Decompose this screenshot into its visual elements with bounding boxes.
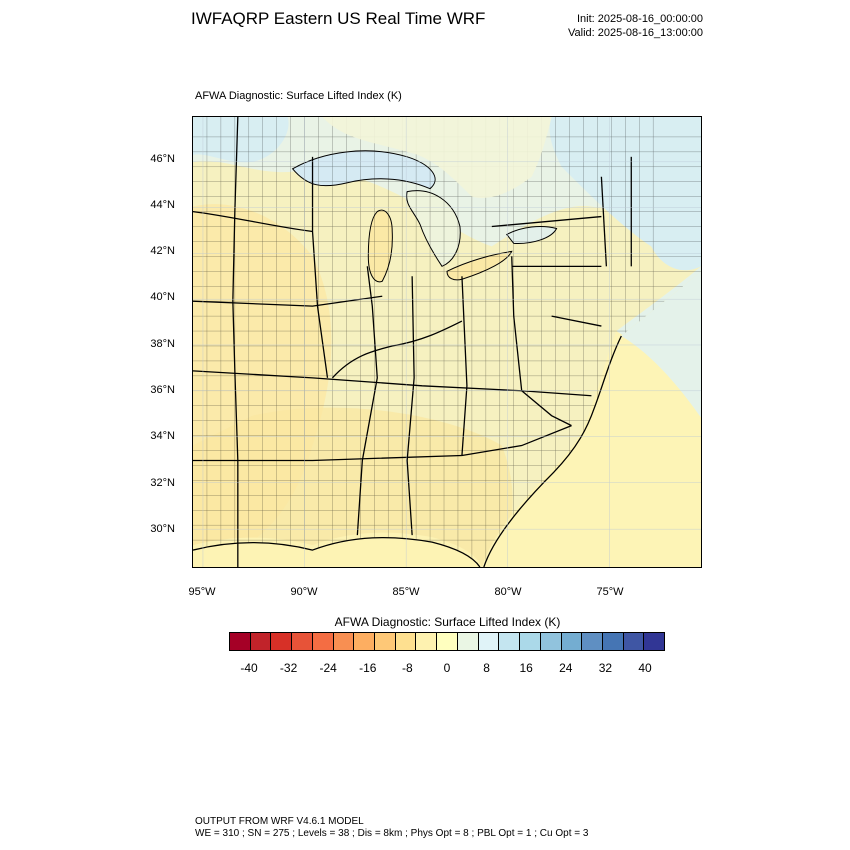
colorbar-swatch — [354, 633, 376, 650]
colorbar-tick-label: 0 — [443, 661, 451, 675]
lon-label-90w: 90°W — [290, 586, 318, 598]
colorbar-swatch — [416, 633, 438, 650]
colorbar-title: AFWA Diagnostic: Surface Lifted Index (K… — [334, 615, 561, 629]
colorbar-swatch — [375, 633, 396, 650]
colorbar-tick-label: 32 — [598, 661, 613, 675]
lat-label-32n: 32°N — [150, 477, 175, 489]
init-time: Init: 2025-08-16_00:00:00 — [577, 13, 703, 25]
canada-cover — [322, 117, 552, 198]
colorbar-swatch — [457, 633, 479, 650]
graticule — [193, 117, 701, 567]
gulf-coastline — [193, 536, 481, 567]
footer-config-line: WE = 310 ; SN = 275 ; Levels = 38 ; Dis … — [195, 828, 589, 839]
cool-patch-nw — [193, 117, 289, 163]
colorbar-tick-label: 8 — [483, 661, 490, 675]
colorbar-swatch — [271, 633, 293, 650]
coastline — [483, 335, 622, 567]
colorbar-swatch — [540, 633, 562, 650]
lake-huron — [406, 190, 461, 267]
page-title: IWFAQRP Eastern US Real Time WRF — [191, 9, 486, 28]
lat-label-46n: 46°N — [150, 153, 175, 165]
colorbar-tick-label: 24 — [559, 661, 573, 675]
colorbar-tick-label: -16 — [359, 661, 377, 675]
colorbar-tick-label: -32 — [279, 661, 298, 675]
lat-label-30n: 30°N — [150, 523, 175, 535]
colorbar-swatch — [437, 633, 458, 650]
colorbar-swatch — [623, 633, 645, 650]
lat-label-36n: 36°N — [150, 384, 175, 396]
colorbar-swatch — [478, 633, 500, 650]
map-canvas — [193, 117, 701, 567]
colorbar-swatch — [644, 633, 665, 650]
atlantic-cool-cover — [621, 271, 701, 418]
valid-time: Valid: 2025-08-16_13:00:00 — [568, 27, 703, 39]
gulf-cover — [193, 537, 480, 567]
colorbar-tick-label: 16 — [519, 661, 533, 675]
lon-label-75w: 75°W — [596, 586, 624, 598]
lake-ontario — [506, 226, 558, 244]
field-label: AFWA Diagnostic: Surface Lifted Index (K… — [195, 90, 402, 102]
lat-label-34n: 34°N — [150, 430, 175, 442]
lon-label-85w: 85°W — [392, 586, 420, 598]
colorbar-swatch — [561, 633, 583, 650]
colorbar-swatch — [520, 633, 541, 650]
lat-label-40n: 40°N — [150, 291, 175, 303]
lon-label-80w: 80°W — [494, 586, 522, 598]
colorbar-swatch — [395, 633, 417, 650]
colorbar-swatch — [312, 633, 334, 650]
lat-label-44n: 44°N — [150, 199, 175, 211]
map-panel — [192, 116, 702, 568]
footer-model-line: OUTPUT FROM WRF V4.6.1 MODEL — [195, 816, 364, 827]
colorbar-swatch — [292, 633, 313, 650]
colorbar-tick-label: -40 — [240, 661, 258, 675]
lat-label-38n: 38°N — [150, 338, 175, 350]
colorbar-swatch — [333, 633, 355, 650]
colorbar-swatch — [602, 633, 624, 650]
colorbar — [229, 632, 665, 651]
colorbar-tick-label: -8 — [402, 661, 413, 675]
colorbar-swatch — [582, 633, 603, 650]
state-borders — [193, 117, 632, 567]
colorbar-swatch — [230, 633, 251, 650]
lake-erie — [446, 250, 513, 281]
lat-label-42n: 42°N — [150, 245, 175, 257]
colorbar-swatch — [499, 633, 521, 650]
colorbar-tick-label: -24 — [319, 661, 337, 675]
colorbar-swatch — [250, 633, 272, 650]
lon-label-95w: 95°W — [188, 586, 216, 598]
colorbar-tick-label: 40 — [638, 661, 652, 675]
warm-region-south — [193, 407, 513, 567]
